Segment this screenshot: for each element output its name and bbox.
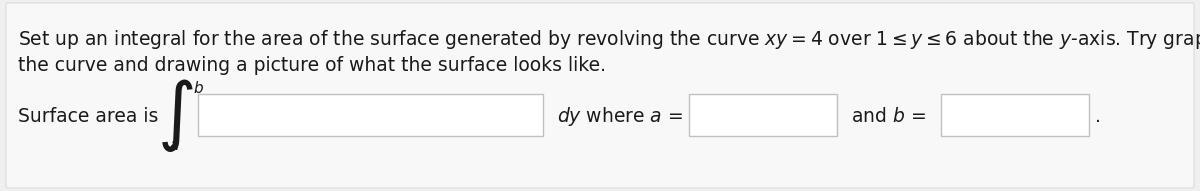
Text: $b$: $b$ xyxy=(193,80,204,96)
Text: $a$: $a$ xyxy=(169,138,179,154)
Text: $dy$ where $a$ =: $dy$ where $a$ = xyxy=(557,104,683,128)
Text: Surface area is: Surface area is xyxy=(18,107,158,125)
Text: the curve and drawing a picture of what the surface looks like.: the curve and drawing a picture of what … xyxy=(18,56,606,75)
FancyBboxPatch shape xyxy=(941,94,1090,136)
FancyBboxPatch shape xyxy=(6,3,1194,188)
FancyBboxPatch shape xyxy=(198,94,542,136)
Text: and $b$ =: and $b$ = xyxy=(851,107,926,125)
Text: Set up an integral for the area of the surface generated by revolving the curve : Set up an integral for the area of the s… xyxy=(18,28,1200,51)
Text: .: . xyxy=(1096,107,1100,125)
Text: $\int$: $\int$ xyxy=(157,78,193,155)
FancyBboxPatch shape xyxy=(689,94,838,136)
